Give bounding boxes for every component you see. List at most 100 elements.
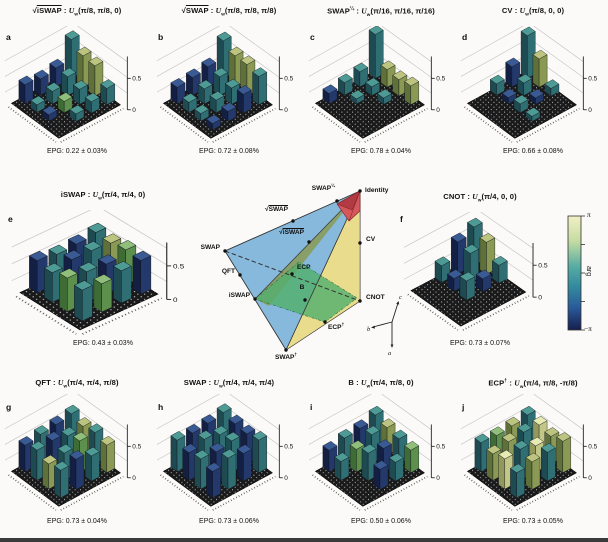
colorbar-gradient (567, 215, 582, 331)
svg-text:0: 0 (588, 107, 592, 114)
colorbar-max-label: π (587, 210, 591, 219)
panel-letter: g (6, 402, 12, 412)
gate-label-b: B (299, 284, 305, 291)
panel-title: √SWAP : Uw(π/8, π/8, π/8) (181, 6, 277, 17)
svg-text:0: 0 (538, 295, 542, 302)
tomography-plot-i: 0.50 (308, 394, 446, 511)
epg-label: EPG: 0.73 ± 0.04% (47, 518, 107, 525)
gate-label-ecp-sup: ECP† (328, 322, 345, 332)
panel-title: CV : Uw(π/8, 0, 0) (501, 6, 565, 17)
tomography-plot-g: 0.50 (4, 394, 142, 511)
epg-label: EPG: 0.22 ± 0.03% (47, 148, 107, 155)
svg-text:0.5: 0.5 (132, 444, 141, 451)
figure-bottom-edge (0, 538, 608, 542)
gate-point-cnot (358, 299, 362, 303)
tomography-plot-e: 0.50 (11, 210, 184, 335)
weyl-axis-label-c: c (399, 294, 402, 301)
weyl-axis-label-b: b (367, 326, 371, 333)
colorbar-ticks (581, 215, 585, 331)
panel-letter: f (400, 214, 403, 224)
panel-a: √iSWAP : Uw(π/8, π/8, 0) a 0.5 0 EPG: 0.22 ±… (2, 4, 152, 168)
panel-b: √SWAP : Uw(π/8, π/8, π/8) b 0.5 0 EPG: 0.72 … (154, 4, 304, 168)
svg-text:0.5: 0.5 (588, 76, 597, 83)
epg-label: EPG: 0.78 ± 0.04% (351, 148, 411, 155)
gate-point-ecp (290, 272, 294, 276)
weyl-dashed-swap-cnot (224, 250, 361, 302)
weyl-red-tetra-facet (336, 190, 361, 211)
gate-point-iswap (253, 297, 257, 301)
panel-title: B : Uw(π/4, π/8, 0) (348, 378, 414, 389)
svg-text:0.5: 0.5 (132, 76, 141, 83)
epg-label: EPG: 0.72 ± 0.08% (199, 148, 259, 155)
panel-j: ECP† : Uw(π/4, π/8, -π/8) j 0.5 0 EPG: 0.73 … (458, 374, 608, 540)
gate-label-cv: CV (366, 236, 376, 243)
panel-letter: h (158, 402, 164, 412)
gate-label-ecp: ECP (297, 264, 311, 271)
svg-text:0.5: 0.5 (173, 262, 184, 270)
gate-point-cv (358, 241, 362, 245)
gate-label-swap-sup: SWAP¼ (311, 183, 335, 193)
svg-text:0: 0 (436, 107, 440, 114)
panel-d: CV : Uw(π/8, 0, 0) d 0.5 0 EPG: 0.66 ± 0.08% (458, 4, 608, 168)
gate-label-iswap: iSWAP (228, 292, 250, 299)
gate-point-swap (284, 348, 288, 352)
svg-text:0.5: 0.5 (588, 444, 597, 451)
colorbar-svg (567, 215, 585, 331)
weyl-green-face (254, 261, 358, 323)
colorbar-axis-label: arg (585, 266, 592, 277)
svg-text:0.5: 0.5 (436, 76, 445, 83)
gate-point-swap (223, 249, 227, 253)
svg-text:0: 0 (436, 475, 440, 482)
gate-point-swap (335, 199, 339, 203)
tomography-plot-h: 0.50 (156, 394, 294, 511)
colorbar-min-label: −π (584, 324, 592, 333)
weyl-axes-icon (371, 301, 400, 348)
panel-letter: d (462, 32, 468, 42)
epg-label: EPG: 0.73 ± 0.05% (503, 518, 563, 525)
panel-g: QFT : Uw(π/4, π/4, π/8) g 0.5 0 EPG: 0.73 ± … (2, 374, 152, 540)
tomography-plot-f: 0.50 (403, 212, 548, 331)
gate-point-identity (358, 189, 362, 193)
panel-title: iSWAP : Uw(π/4, π/4, 0) (60, 190, 146, 201)
tomography-plot-j: 0.50 (460, 394, 598, 511)
svg-text:0: 0 (132, 107, 136, 114)
panel-letter: c (310, 32, 315, 42)
gate-point-b (303, 298, 307, 302)
svg-text:0.5: 0.5 (284, 76, 293, 83)
svg-text:0.5: 0.5 (436, 444, 445, 451)
weyl-axis-label-a: a (388, 350, 392, 357)
panel-h: SWAP : Uw(π/4, π/4, π/4) h 0.5 0 EPG: 0.73 ±… (154, 374, 304, 540)
svg-text:0: 0 (588, 475, 592, 482)
panel-title: CNOT : Uw(π/4, 0, 0) (443, 192, 517, 203)
weyl-red-tetra-edge (348, 190, 361, 222)
gate-label-identity: Identity (365, 187, 389, 194)
tomography-plot-c: 0.50 (308, 26, 446, 143)
panel-title: √iSWAP : Uw(π/8, π/8, 0) (32, 6, 122, 17)
panel-e: iSWAP : Uw(π/4, π/4, 0) e 0.5 0 EPG: 0.43 ± … (4, 186, 202, 362)
svg-text:0.5: 0.5 (538, 263, 548, 270)
gate-point-swap (291, 219, 295, 223)
svg-text:0.5: 0.5 (284, 444, 293, 451)
tomography-plot-d: 0.50 (460, 26, 598, 143)
gate-point-iswap (307, 240, 311, 244)
tomography-plot-a: 0.50 (4, 26, 142, 143)
weyl-chamber-svg (223, 189, 400, 352)
svg-text:0: 0 (132, 475, 136, 482)
panel-i: B : Uw(π/4, π/8, 0) i 0.5 0 EPG: 0.50 ± 0.06… (306, 374, 456, 540)
panel-f: CNOT : Uw(π/4, 0, 0) f 0.5 0 EPG: 0.73 ± 0.0… (396, 186, 564, 362)
epg-label: EPG: 0.73 ± 0.06% (199, 518, 259, 525)
panel-title: ECP† : Uw(π/4, π/8, -π/8) (488, 378, 578, 390)
panel-title: SWAP¼ : Uw(π/16, π/16, π/16) (327, 6, 435, 18)
epg-label: EPG: 0.50 ± 0.06% (351, 518, 411, 525)
gate-label-cnot: CNOT (366, 294, 385, 301)
gate-point-qft (238, 273, 242, 277)
svg-text:0: 0 (173, 296, 178, 304)
gate-label-swap: SWAP (200, 244, 220, 251)
panel-title: SWAP : Uw(π/4, π/4, π/4) (183, 378, 275, 389)
gate-label-iswap: √iSWAP (279, 229, 304, 236)
tomography-plot-b: 0.50 (156, 26, 294, 143)
gate-point-dots (223, 189, 362, 352)
panel-letter: i (310, 402, 313, 412)
svg-text:0: 0 (284, 475, 288, 482)
